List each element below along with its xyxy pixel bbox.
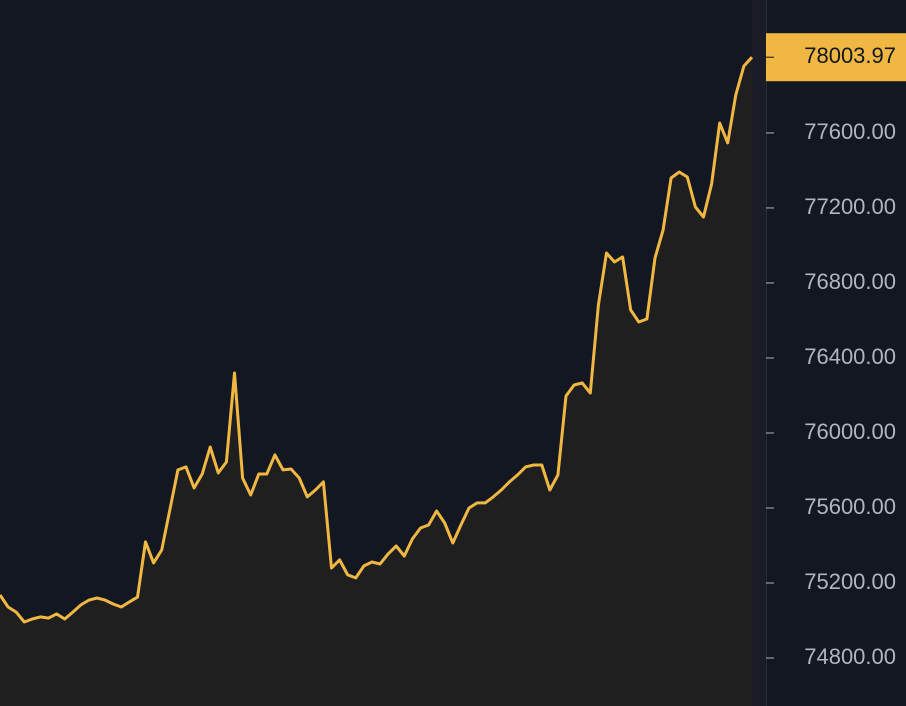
y-tick-label: 74800.00 bbox=[804, 644, 896, 669]
price-line bbox=[0, 56, 754, 624]
last-price-badge bbox=[766, 33, 906, 82]
y-tick-label: 76400.00 bbox=[804, 344, 896, 369]
y-tick-label: 77600.00 bbox=[804, 119, 896, 144]
right-padding bbox=[752, 0, 766, 706]
y-tick-label: 76800.00 bbox=[804, 269, 896, 294]
y-tick-label: 75600.00 bbox=[804, 494, 896, 519]
last-price-label: 78003.97 bbox=[804, 43, 896, 68]
y-tick-label: 76000.00 bbox=[804, 419, 896, 444]
y-tick-label: 75200.00 bbox=[804, 569, 896, 594]
y-tick-label: 77200.00 bbox=[804, 194, 896, 219]
area bbox=[0, 57, 752, 706]
